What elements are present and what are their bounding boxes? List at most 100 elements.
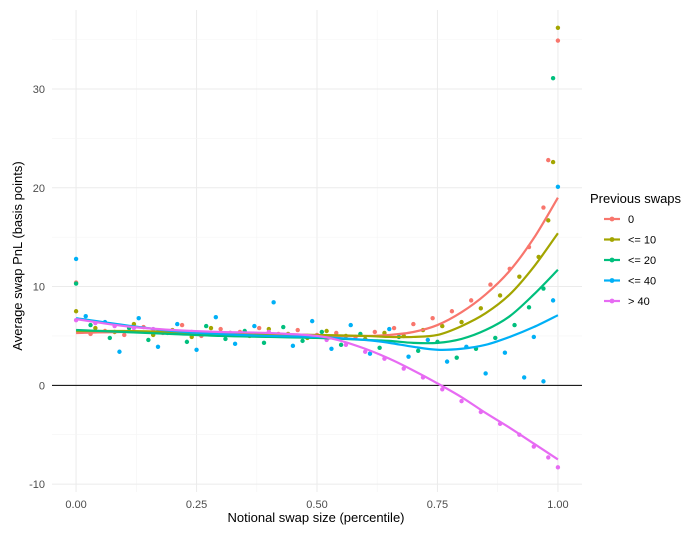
data-point xyxy=(550,159,556,165)
data-point xyxy=(387,326,392,332)
data-point xyxy=(401,366,406,371)
legend: Previous swaps 0 <= 10 <= 20 <= 40 > 40 xyxy=(590,191,682,308)
data-point xyxy=(372,329,378,335)
data-point xyxy=(324,328,329,334)
data-point xyxy=(459,319,464,325)
data-point xyxy=(290,343,296,349)
data-point xyxy=(488,282,493,287)
data-point xyxy=(468,298,474,303)
legend-key-point xyxy=(609,278,615,283)
data-point xyxy=(502,350,508,355)
trend-lines xyxy=(75,197,559,461)
data-point xyxy=(334,330,339,336)
data-point xyxy=(73,309,79,314)
data-point xyxy=(208,325,214,331)
data-point xyxy=(300,338,305,344)
legend-key-point xyxy=(609,298,615,304)
data-point xyxy=(493,335,498,341)
legend-label: <= 20 xyxy=(628,255,656,267)
data-point xyxy=(338,342,344,348)
x-tick-label: 0.75 xyxy=(427,499,448,511)
y-axis-tick-labels: -10 0 10 20 30 xyxy=(29,84,45,491)
legend-label: <= 10 xyxy=(628,235,656,247)
data-point xyxy=(430,315,435,321)
data-point xyxy=(343,342,349,348)
data-point xyxy=(83,313,88,319)
data-point xyxy=(256,325,262,331)
data-point xyxy=(213,314,219,320)
x-tick-label: 0.25 xyxy=(186,499,207,511)
data-point xyxy=(555,465,561,470)
legend-key-point xyxy=(609,257,615,263)
data-point xyxy=(295,327,300,333)
data-point xyxy=(459,398,464,404)
data-point xyxy=(382,330,387,336)
y-tick-label: 30 xyxy=(33,84,45,96)
data-point xyxy=(309,318,315,324)
data-point xyxy=(512,322,517,328)
y-tick-label: -10 xyxy=(29,479,45,491)
data-point xyxy=(184,339,190,345)
x-axis-title: Notional swap size (percentile) xyxy=(227,510,404,525)
trend-line xyxy=(75,314,559,351)
data-point xyxy=(425,337,431,343)
data-point xyxy=(411,321,416,327)
data-point xyxy=(136,315,141,321)
data-point xyxy=(550,298,556,303)
legend-key-point xyxy=(609,237,615,242)
data-point xyxy=(440,323,445,329)
data-point xyxy=(531,334,537,340)
data-point xyxy=(155,344,161,350)
data-point xyxy=(218,326,223,332)
y-tick-label: 20 xyxy=(33,183,45,195)
x-tick-label: 1.00 xyxy=(547,499,568,511)
data-point xyxy=(555,184,561,189)
data-point xyxy=(88,322,93,328)
data-point xyxy=(271,300,276,305)
data-point xyxy=(281,324,286,330)
legend-key-point xyxy=(609,216,615,222)
data-point xyxy=(517,274,522,279)
x-tick-label: 0.50 xyxy=(306,499,327,511)
data-point xyxy=(146,337,151,343)
data-point xyxy=(252,323,257,329)
y-tick-label: 10 xyxy=(33,282,45,294)
data-point xyxy=(449,309,455,314)
data-point xyxy=(122,332,127,338)
data-point xyxy=(497,293,503,298)
data-point xyxy=(179,322,185,328)
legend-title: Previous swaps xyxy=(590,191,682,206)
trend-line xyxy=(76,269,559,345)
data-point xyxy=(73,256,79,262)
x-tick-label: 0.00 xyxy=(65,499,86,511)
legend-label: 0 xyxy=(628,214,634,226)
data-point xyxy=(107,335,113,341)
data-point xyxy=(362,349,368,354)
data-point xyxy=(117,349,122,354)
data-point xyxy=(526,305,532,310)
legend-label: > 40 xyxy=(628,296,650,308)
data-point xyxy=(415,348,421,353)
data-point xyxy=(203,323,209,329)
data-point xyxy=(93,325,98,331)
data-point xyxy=(444,359,450,364)
data-point xyxy=(232,341,238,347)
data-point xyxy=(483,371,488,376)
data-point xyxy=(223,336,228,342)
data-point xyxy=(555,25,561,30)
data-point xyxy=(546,455,551,460)
data-point xyxy=(440,387,445,392)
data-point xyxy=(546,218,551,223)
data-point xyxy=(555,38,561,43)
data-point xyxy=(377,345,382,350)
y-tick-label: 0 xyxy=(39,380,45,392)
data-point xyxy=(329,346,334,351)
data-point xyxy=(73,281,79,286)
data-point xyxy=(406,354,411,359)
legend-label: <= 40 xyxy=(628,276,656,288)
data-point xyxy=(454,355,459,360)
data-point xyxy=(478,306,484,311)
grid-lines xyxy=(52,10,582,492)
data-point xyxy=(348,322,353,328)
